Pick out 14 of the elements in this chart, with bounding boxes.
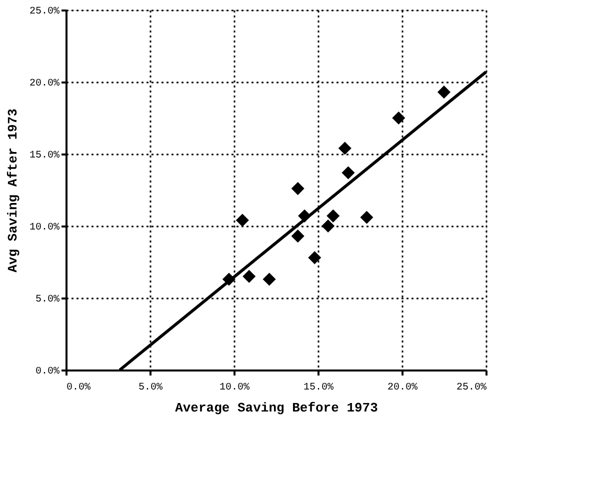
x-tick-label: 10.0% <box>219 382 250 394</box>
y-tick-label: 20.0% <box>29 78 60 90</box>
x-tick-label: 0.0% <box>66 382 91 394</box>
y-tick-label: 10.0% <box>29 222 60 234</box>
y-axis-title: Avg Saving After 1973 <box>5 108 20 272</box>
y-tick-label: 0.0% <box>35 366 60 378</box>
x-tick-label: 5.0% <box>138 382 163 394</box>
x-axis-title: Average Saving Before 1973 <box>175 400 378 416</box>
y-tick-label: 25.0% <box>29 6 60 18</box>
x-tick-label: 20.0% <box>387 382 418 394</box>
y-tick-label: 5.0% <box>35 294 60 306</box>
x-tick-label: 25.0% <box>456 382 486 394</box>
y-tick-label: 15.0% <box>29 150 60 162</box>
x-tick-label: 15.0% <box>303 382 334 394</box>
